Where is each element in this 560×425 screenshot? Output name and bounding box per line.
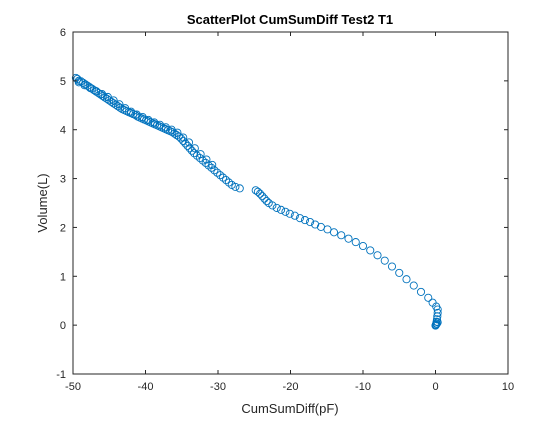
data-point bbox=[253, 187, 262, 196]
data-point bbox=[184, 138, 194, 147]
data-point bbox=[433, 318, 442, 327]
data-point bbox=[208, 160, 217, 169]
data-point bbox=[258, 192, 267, 201]
chart-title: ScatterPlot CumSumDiff Test2 T1 bbox=[187, 12, 393, 27]
data-point bbox=[366, 246, 375, 255]
data-point bbox=[150, 118, 159, 127]
data-point bbox=[431, 320, 440, 329]
data-point bbox=[204, 161, 213, 170]
data-markers bbox=[71, 73, 442, 330]
data-point bbox=[116, 103, 125, 112]
data-point bbox=[103, 92, 112, 102]
data-point bbox=[144, 115, 153, 124]
data-point bbox=[432, 319, 442, 328]
data-point bbox=[344, 234, 353, 243]
data-point bbox=[161, 123, 170, 132]
data-point bbox=[121, 104, 130, 113]
data-point bbox=[202, 155, 211, 164]
data-point bbox=[395, 268, 404, 277]
x-tick-label: -20 bbox=[283, 381, 299, 393]
y-tick-label: -1 bbox=[56, 369, 66, 381]
data-point bbox=[323, 225, 332, 234]
data-point bbox=[231, 182, 240, 191]
data-point bbox=[281, 207, 290, 216]
x-tick-label: -30 bbox=[210, 381, 226, 393]
data-point bbox=[109, 96, 118, 105]
data-point bbox=[187, 146, 196, 155]
y-tick-label: 1 bbox=[60, 271, 66, 283]
data-point bbox=[358, 241, 368, 251]
data-point bbox=[195, 153, 204, 163]
data-point bbox=[255, 189, 265, 198]
data-point bbox=[173, 128, 182, 137]
data-point bbox=[260, 194, 269, 203]
data-point bbox=[210, 166, 219, 175]
data-point bbox=[213, 168, 222, 177]
data-point bbox=[300, 216, 310, 225]
data-point bbox=[85, 83, 94, 92]
y-tick-label: 5 bbox=[60, 76, 66, 88]
x-axis-label: CumSumDiff(pF) bbox=[241, 401, 338, 416]
data-point bbox=[79, 78, 88, 87]
data-point bbox=[380, 256, 389, 265]
data-point bbox=[181, 139, 190, 148]
data-point bbox=[311, 220, 320, 229]
data-point bbox=[277, 205, 286, 214]
x-tick-label: -10 bbox=[355, 381, 371, 393]
data-point bbox=[402, 275, 411, 284]
data-point bbox=[111, 100, 120, 109]
data-point bbox=[113, 102, 122, 111]
y-tick-label: 0 bbox=[60, 320, 66, 332]
data-point bbox=[290, 211, 299, 220]
data-point bbox=[329, 228, 339, 237]
y-tick-label: 6 bbox=[60, 27, 66, 39]
data-point bbox=[216, 171, 225, 180]
data-point bbox=[132, 110, 141, 119]
data-point bbox=[221, 175, 231, 185]
data-point bbox=[272, 203, 281, 212]
y-axis-label: Volume(L) bbox=[35, 173, 50, 232]
data-point bbox=[285, 209, 294, 218]
data-point bbox=[351, 238, 360, 247]
data-point bbox=[94, 89, 103, 98]
data-point bbox=[174, 132, 183, 141]
x-tick-label: 10 bbox=[502, 381, 514, 393]
data-point bbox=[224, 178, 233, 187]
data-point bbox=[306, 217, 315, 227]
data-point bbox=[185, 144, 194, 153]
data-point bbox=[115, 100, 124, 109]
data-point bbox=[262, 196, 271, 206]
data-point bbox=[268, 201, 277, 210]
data-point bbox=[337, 231, 346, 240]
data-point bbox=[196, 150, 205, 159]
data-point bbox=[192, 151, 202, 160]
x-tick-label: -40 bbox=[138, 381, 154, 393]
data-point bbox=[433, 308, 442, 317]
y-tick-label: 2 bbox=[60, 222, 66, 234]
data-point bbox=[179, 133, 188, 142]
data-point bbox=[416, 287, 426, 296]
data-point bbox=[155, 120, 165, 129]
data-point bbox=[424, 293, 433, 302]
x-tick-label: -50 bbox=[65, 381, 81, 393]
data-point bbox=[190, 144, 199, 153]
data-point bbox=[295, 214, 304, 223]
x-tick-label: 0 bbox=[432, 381, 438, 393]
data-point bbox=[235, 184, 244, 193]
data-point bbox=[83, 81, 92, 90]
y-tick-label: 3 bbox=[60, 174, 66, 186]
data-point bbox=[190, 149, 199, 158]
data-point bbox=[373, 251, 382, 260]
data-point bbox=[207, 163, 216, 172]
data-point bbox=[219, 173, 228, 182]
data-point bbox=[109, 99, 118, 108]
data-point bbox=[387, 262, 397, 271]
y-tick-label: 4 bbox=[60, 125, 66, 137]
data-point bbox=[409, 281, 418, 290]
data-point bbox=[432, 315, 442, 324]
data-point bbox=[179, 136, 188, 145]
